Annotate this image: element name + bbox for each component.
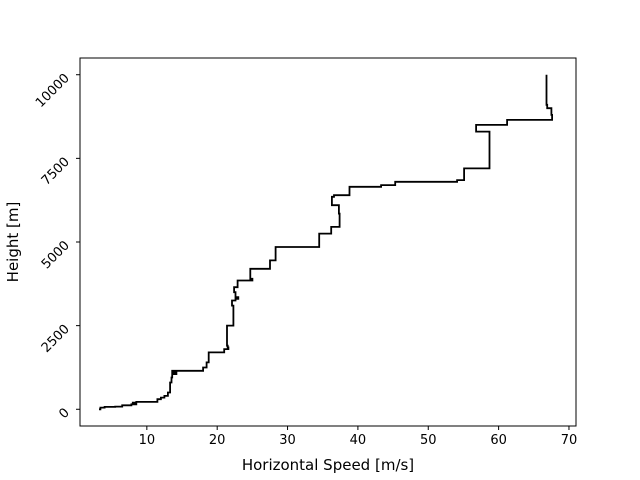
x-tick-label: 20 [209, 433, 226, 448]
y-axis-label: Height [m] [4, 202, 22, 283]
x-tick-label: 40 [350, 433, 367, 448]
series-line-profile [99, 74, 553, 411]
x-tick-label: 60 [490, 433, 507, 448]
x-axis-label: Horizontal Speed [m/s] [242, 456, 414, 474]
plot-area [99, 74, 553, 411]
x-tick-label: 30 [279, 433, 296, 448]
x-tick-label: 50 [420, 433, 437, 448]
x-tick-label: 10 [139, 433, 156, 448]
axes-frame [79, 57, 577, 427]
x-tick-label: 70 [561, 433, 578, 448]
